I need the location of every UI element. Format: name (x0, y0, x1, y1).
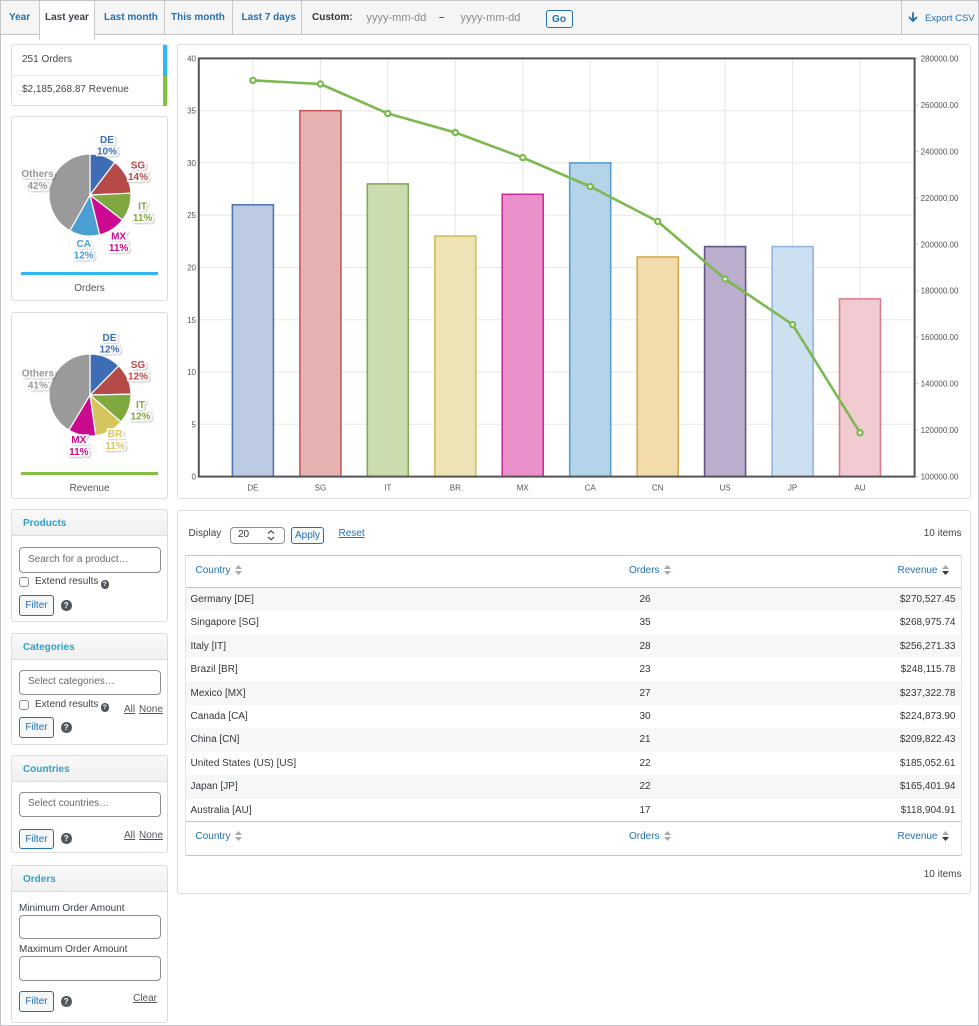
svg-text:IT: IT (138, 201, 147, 212)
svg-text:Others: Others (22, 369, 55, 380)
svg-text:SG: SG (131, 360, 146, 371)
svg-text:11%: 11% (133, 213, 153, 224)
svg-text:CA: CA (585, 484, 597, 493)
svg-text:35: 35 (187, 107, 196, 116)
svg-text:Others: Others (21, 169, 54, 180)
svg-text:JP: JP (788, 484, 797, 493)
svg-text:14%: 14% (128, 172, 148, 183)
svg-text:10: 10 (187, 368, 196, 377)
svg-text:12%: 12% (74, 251, 94, 262)
svg-text:IT: IT (136, 400, 145, 411)
svg-text:200000.00: 200000.00 (921, 240, 959, 249)
svg-text:120000.00: 120000.00 (921, 426, 959, 435)
svg-text:MX: MX (517, 484, 530, 493)
svg-text:42%: 42% (27, 181, 47, 192)
svg-text:180000.00: 180000.00 (921, 287, 959, 296)
svg-text:140000.00: 140000.00 (921, 380, 959, 389)
svg-text:AU: AU (854, 484, 865, 493)
svg-text:15: 15 (187, 316, 196, 325)
svg-text:41%: 41% (28, 380, 48, 391)
svg-text:CN: CN (652, 484, 664, 493)
svg-text:MX: MX (111, 232, 126, 243)
svg-text:US: US (720, 484, 731, 493)
svg-text:BR: BR (450, 484, 461, 493)
svg-text:5: 5 (192, 420, 197, 429)
svg-text:240000.00: 240000.00 (921, 147, 959, 156)
svg-text:30: 30 (187, 159, 196, 168)
svg-text:0: 0 (192, 473, 197, 482)
svg-text:DE: DE (247, 484, 258, 493)
svg-text:260000.00: 260000.00 (921, 101, 959, 110)
svg-text:11%: 11% (69, 447, 89, 458)
svg-text:SG: SG (315, 484, 327, 493)
svg-text:12%: 12% (128, 372, 148, 383)
svg-text:CA: CA (76, 239, 90, 250)
svg-text:12%: 12% (99, 345, 119, 356)
svg-text:11%: 11% (105, 441, 125, 452)
svg-text:MX: MX (71, 435, 86, 446)
svg-text:160000.00: 160000.00 (921, 333, 959, 342)
svg-text:100000.00: 100000.00 (921, 473, 959, 482)
svg-text:11%: 11% (109, 243, 129, 254)
svg-text:BR: BR (108, 429, 123, 440)
svg-text:DE: DE (103, 333, 117, 344)
svg-text:DE: DE (100, 135, 114, 146)
svg-text:280000.00: 280000.00 (921, 54, 959, 63)
svg-text:SG: SG (131, 161, 146, 172)
svg-text:40: 40 (187, 54, 196, 63)
svg-text:20: 20 (187, 264, 196, 273)
svg-text:25: 25 (187, 211, 196, 220)
svg-text:10%: 10% (97, 147, 117, 158)
svg-text:12%: 12% (130, 412, 150, 423)
svg-text:220000.00: 220000.00 (921, 194, 959, 203)
svg-text:IT: IT (384, 484, 391, 493)
